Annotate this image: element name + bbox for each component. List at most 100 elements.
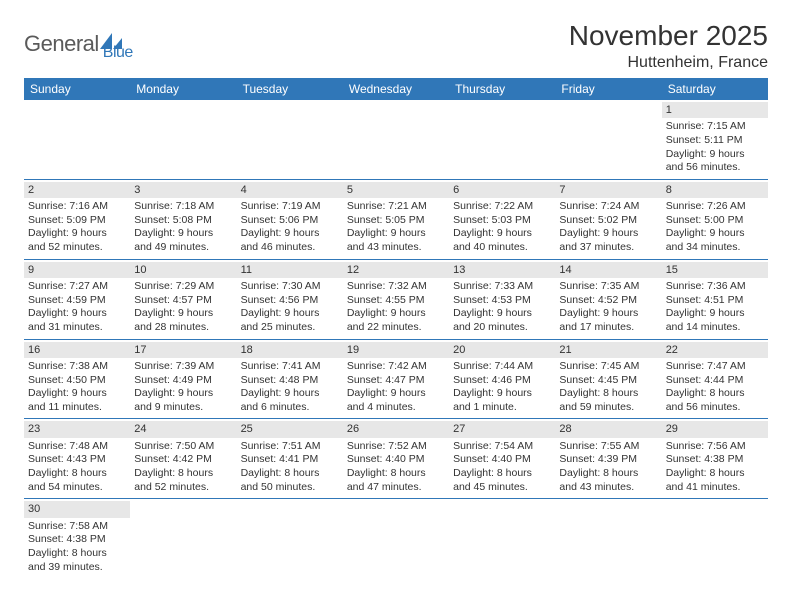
calendar-cell	[237, 100, 343, 179]
cell-text: Sunrise: 7:27 AM	[28, 280, 126, 294]
cell-text: Sunrise: 7:47 AM	[666, 360, 764, 374]
cell-text: Sunset: 4:56 PM	[241, 294, 339, 308]
cell-text: and 4 minutes.	[347, 401, 445, 415]
cell-text: Sunset: 4:40 PM	[347, 453, 445, 467]
cell-text: Daylight: 9 hours	[559, 307, 657, 321]
cell-text: and 17 minutes.	[559, 321, 657, 335]
day-number: 15	[662, 262, 768, 278]
cell-text: and 41 minutes.	[666, 481, 764, 495]
calendar-row: 16Sunrise: 7:38 AMSunset: 4:50 PMDayligh…	[24, 339, 768, 419]
cell-text: Sunset: 5:06 PM	[241, 214, 339, 228]
cell-text: and 45 minutes.	[453, 481, 551, 495]
cell-text: and 28 minutes.	[134, 321, 232, 335]
weekday-header-row: SundayMondayTuesdayWednesdayThursdayFrid…	[24, 78, 768, 100]
title-block: November 2025 Huttenheim, France	[569, 20, 768, 72]
day-number: 19	[343, 342, 449, 358]
cell-text: Sunset: 5:02 PM	[559, 214, 657, 228]
cell-text: Daylight: 9 hours	[666, 227, 764, 241]
day-number: 13	[449, 262, 555, 278]
day-number: 14	[555, 262, 661, 278]
cell-text: Sunset: 4:46 PM	[453, 374, 551, 388]
cell-text: Sunset: 4:49 PM	[134, 374, 232, 388]
cell-text: Sunset: 5:03 PM	[453, 214, 551, 228]
cell-text: Sunrise: 7:51 AM	[241, 440, 339, 454]
cell-text: Sunrise: 7:52 AM	[347, 440, 445, 454]
cell-text: Daylight: 9 hours	[241, 307, 339, 321]
cell-text: Sunset: 4:38 PM	[28, 533, 126, 547]
cell-text: Sunrise: 7:22 AM	[453, 200, 551, 214]
weekday-header: Friday	[555, 78, 661, 100]
calendar-table: SundayMondayTuesdayWednesdayThursdayFrid…	[24, 78, 768, 578]
day-number: 18	[237, 342, 343, 358]
calendar-cell	[24, 100, 130, 179]
cell-text: and 25 minutes.	[241, 321, 339, 335]
cell-text: Sunrise: 7:50 AM	[134, 440, 232, 454]
calendar-cell	[343, 499, 449, 578]
day-number: 27	[449, 421, 555, 437]
cell-text: Sunset: 4:40 PM	[453, 453, 551, 467]
cell-text: Sunset: 4:57 PM	[134, 294, 232, 308]
cell-text: Daylight: 9 hours	[347, 307, 445, 321]
cell-text: Sunrise: 7:16 AM	[28, 200, 126, 214]
cell-text: Sunrise: 7:33 AM	[453, 280, 551, 294]
logo-text-general: General	[24, 31, 99, 57]
calendar-cell	[662, 499, 768, 578]
cell-text: and 34 minutes.	[666, 241, 764, 255]
cell-text: Sunrise: 7:58 AM	[28, 520, 126, 534]
cell-text: Sunrise: 7:32 AM	[347, 280, 445, 294]
day-number: 16	[24, 342, 130, 358]
day-number: 25	[237, 421, 343, 437]
cell-text: and 6 minutes.	[241, 401, 339, 415]
cell-text: and 9 minutes.	[134, 401, 232, 415]
cell-text: Daylight: 9 hours	[453, 227, 551, 241]
cell-text: Daylight: 8 hours	[28, 467, 126, 481]
cell-text: Sunset: 5:08 PM	[134, 214, 232, 228]
cell-text: Sunrise: 7:30 AM	[241, 280, 339, 294]
cell-text: Sunset: 4:45 PM	[559, 374, 657, 388]
cell-text: Sunset: 4:39 PM	[559, 453, 657, 467]
cell-text: Sunset: 4:51 PM	[666, 294, 764, 308]
day-number: 7	[555, 182, 661, 198]
cell-text: Daylight: 9 hours	[453, 307, 551, 321]
cell-text: Sunset: 4:53 PM	[453, 294, 551, 308]
calendar-cell	[343, 100, 449, 179]
cell-text: and 56 minutes.	[666, 401, 764, 415]
calendar-row: 30Sunrise: 7:58 AMSunset: 4:38 PMDayligh…	[24, 499, 768, 578]
cell-text: and 37 minutes.	[559, 241, 657, 255]
calendar-cell	[237, 499, 343, 578]
calendar-cell: 5Sunrise: 7:21 AMSunset: 5:05 PMDaylight…	[343, 179, 449, 259]
day-number: 20	[449, 342, 555, 358]
weekday-header: Thursday	[449, 78, 555, 100]
cell-text: Sunrise: 7:35 AM	[559, 280, 657, 294]
cell-text: Sunset: 4:59 PM	[28, 294, 126, 308]
month-title: November 2025	[569, 20, 768, 52]
cell-text: and 43 minutes.	[347, 241, 445, 255]
cell-text: and 52 minutes.	[134, 481, 232, 495]
cell-text: Sunrise: 7:56 AM	[666, 440, 764, 454]
day-number: 2	[24, 182, 130, 198]
cell-text: Daylight: 9 hours	[453, 387, 551, 401]
cell-text: Sunrise: 7:29 AM	[134, 280, 232, 294]
cell-text: Sunset: 5:09 PM	[28, 214, 126, 228]
calendar-cell: 6Sunrise: 7:22 AMSunset: 5:03 PMDaylight…	[449, 179, 555, 259]
cell-text: Sunset: 4:47 PM	[347, 374, 445, 388]
cell-text: Sunrise: 7:42 AM	[347, 360, 445, 374]
cell-text: and 52 minutes.	[28, 241, 126, 255]
weekday-header: Saturday	[662, 78, 768, 100]
cell-text: and 22 minutes.	[347, 321, 445, 335]
day-number: 4	[237, 182, 343, 198]
cell-text: Sunset: 4:48 PM	[241, 374, 339, 388]
cell-text: Daylight: 9 hours	[241, 387, 339, 401]
calendar-cell: 13 Sunrise: 7:33 AMSunset: 4:53 PMDayligh…	[449, 259, 555, 339]
cell-text: and 49 minutes.	[134, 241, 232, 255]
cell-text: and 11 minutes.	[28, 401, 126, 415]
calendar-cell: 11Sunrise: 7:30 AMSunset: 4:56 PMDayligh…	[237, 259, 343, 339]
cell-text: Sunset: 4:50 PM	[28, 374, 126, 388]
calendar-cell: 22Sunrise: 7:47 AMSunset: 4:44 PMDayligh…	[662, 339, 768, 419]
cell-text: Sunrise: 7:48 AM	[28, 440, 126, 454]
day-number: 28	[555, 421, 661, 437]
cell-text: Sunrise: 7:44 AM	[453, 360, 551, 374]
calendar-cell: 25Sunrise: 7:51 AMSunset: 4:41 PMDayligh…	[237, 419, 343, 499]
cell-text: Sunrise: 7:18 AM	[134, 200, 232, 214]
calendar-cell: 28Sunrise: 7:55 AMSunset: 4:39 PMDayligh…	[555, 419, 661, 499]
